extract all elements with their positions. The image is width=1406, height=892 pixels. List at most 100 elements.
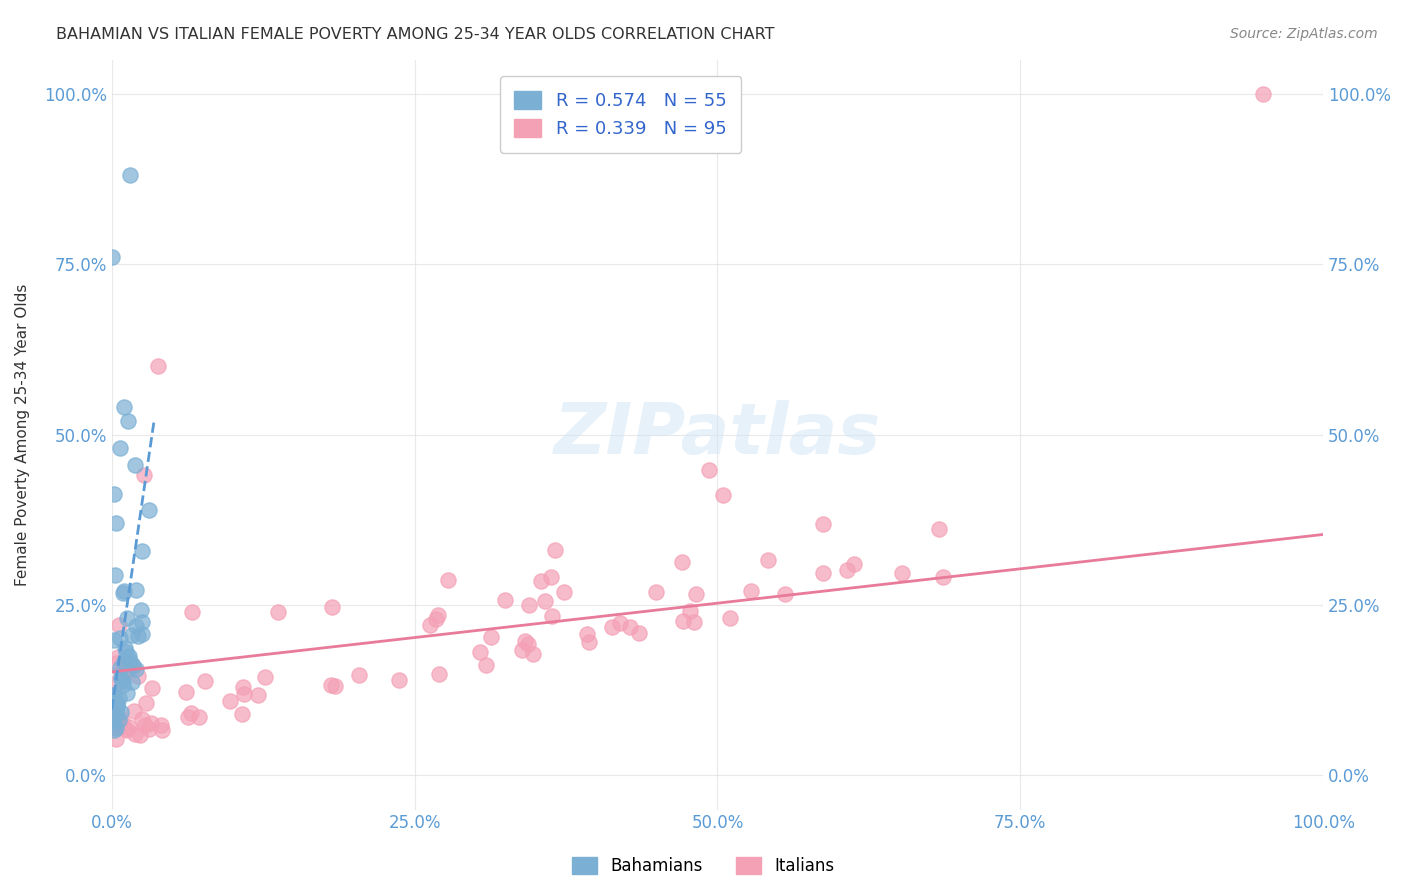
Point xyxy=(419,618,441,632)
Point xyxy=(114,722,136,736)
Point xyxy=(219,694,242,708)
Point xyxy=(427,607,450,622)
Point xyxy=(124,704,146,718)
Point xyxy=(103,632,125,647)
Point xyxy=(121,628,143,642)
Point xyxy=(101,692,124,706)
Point xyxy=(127,629,149,643)
Point xyxy=(117,663,139,677)
Point xyxy=(131,627,153,641)
Point xyxy=(101,250,124,264)
Point xyxy=(110,661,132,675)
Point xyxy=(110,672,132,686)
Point xyxy=(104,568,127,582)
Point xyxy=(107,649,129,664)
Point xyxy=(349,668,371,682)
Point xyxy=(112,656,135,670)
Point xyxy=(110,670,132,684)
Point xyxy=(522,647,544,661)
Point xyxy=(811,566,834,581)
Point xyxy=(107,713,129,727)
Point xyxy=(105,721,128,735)
Point xyxy=(122,659,145,673)
Point xyxy=(475,658,498,673)
Point xyxy=(516,637,538,651)
Point xyxy=(835,563,858,577)
Point xyxy=(232,680,254,694)
Point xyxy=(124,458,146,472)
Point xyxy=(127,669,149,683)
Point xyxy=(233,687,256,701)
Point xyxy=(101,688,124,702)
Point xyxy=(103,688,125,702)
Legend: Bahamians, Italians: Bahamians, Italians xyxy=(564,849,842,884)
Point xyxy=(103,677,125,691)
Point xyxy=(103,710,125,724)
Point xyxy=(118,720,141,734)
Point xyxy=(150,717,173,731)
Point xyxy=(685,587,707,601)
Text: Source: ZipAtlas.com: Source: ZipAtlas.com xyxy=(1230,27,1378,41)
Text: BAHAMIAN VS ITALIAN FEMALE POVERTY AMONG 25-34 YEAR OLDS CORRELATION CHART: BAHAMIAN VS ITALIAN FEMALE POVERTY AMONG… xyxy=(56,27,775,42)
Point xyxy=(101,717,124,731)
Point xyxy=(131,615,153,629)
Point xyxy=(510,643,533,657)
Point xyxy=(129,603,152,617)
Point xyxy=(105,700,128,714)
Point xyxy=(103,698,125,713)
Point xyxy=(578,635,600,649)
Point xyxy=(141,681,163,695)
Point xyxy=(112,401,135,415)
Point xyxy=(112,586,135,600)
Point xyxy=(105,705,128,719)
Point xyxy=(321,678,343,692)
Point xyxy=(138,502,160,516)
Point xyxy=(105,697,128,711)
Point xyxy=(811,516,834,531)
Point xyxy=(101,712,124,726)
Point xyxy=(928,522,950,536)
Point xyxy=(107,698,129,712)
Point xyxy=(553,585,575,599)
Point xyxy=(773,587,796,601)
Point xyxy=(682,615,704,629)
Point xyxy=(427,666,450,681)
Point xyxy=(645,585,668,599)
Point xyxy=(146,359,169,374)
Point xyxy=(117,414,139,428)
Point xyxy=(425,612,447,626)
Point xyxy=(124,727,146,741)
Point xyxy=(111,673,134,688)
Point xyxy=(138,722,160,736)
Point xyxy=(740,584,762,599)
Point xyxy=(627,626,650,640)
Point xyxy=(321,599,343,614)
Point xyxy=(110,706,132,720)
Point xyxy=(932,570,955,584)
Point xyxy=(711,488,734,502)
Point xyxy=(103,723,125,738)
Point xyxy=(187,710,209,724)
Point xyxy=(247,688,270,702)
Point xyxy=(121,657,143,672)
Point xyxy=(110,666,132,681)
Point xyxy=(125,662,148,676)
Point xyxy=(118,652,141,666)
Point xyxy=(125,619,148,633)
Point xyxy=(619,620,641,634)
Point xyxy=(180,606,202,620)
Point xyxy=(110,720,132,734)
Point xyxy=(530,574,553,588)
Point xyxy=(129,728,152,742)
Point xyxy=(267,605,290,619)
Point xyxy=(117,686,139,700)
Point xyxy=(103,487,125,501)
Point xyxy=(114,583,136,598)
Point xyxy=(139,715,162,730)
Point xyxy=(110,632,132,646)
Point xyxy=(609,616,631,631)
Point xyxy=(101,715,124,730)
Y-axis label: Female Poverty Among 25-34 Year Olds: Female Poverty Among 25-34 Year Olds xyxy=(15,284,30,586)
Point xyxy=(117,663,139,677)
Point xyxy=(756,553,779,567)
